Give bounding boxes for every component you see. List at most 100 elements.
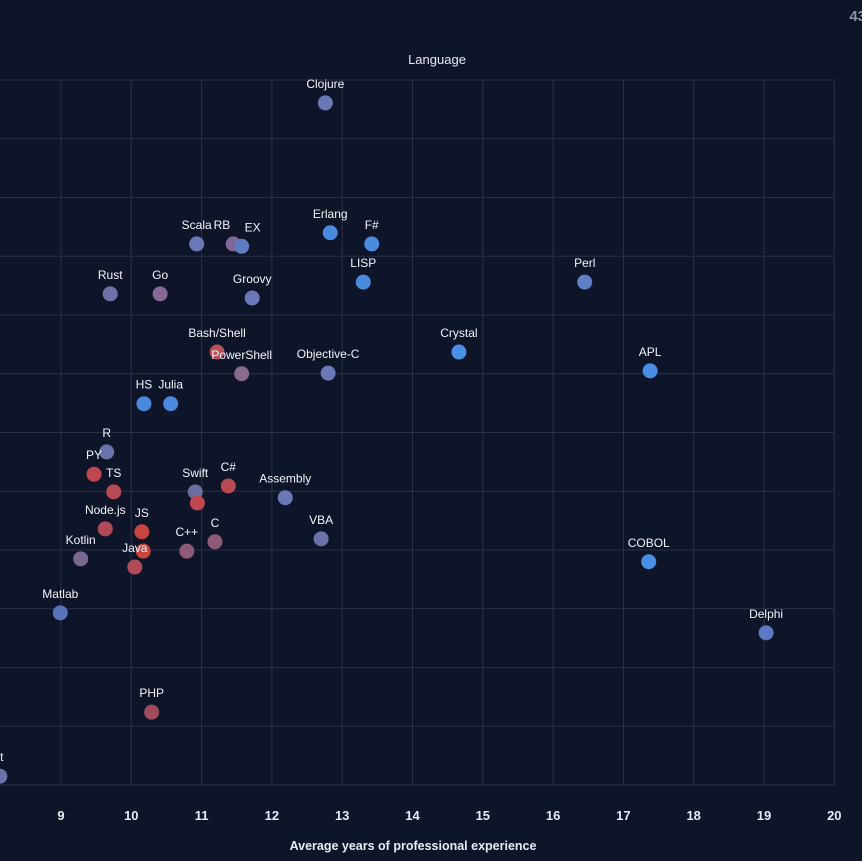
point-label: Assembly — [259, 472, 311, 486]
data-point[interactable]: rt — [0, 750, 8, 784]
data-point[interactable]: Go — [152, 268, 168, 302]
point-marker[interactable] — [106, 484, 122, 500]
data-point[interactable]: PHP — [139, 686, 164, 720]
data-point[interactable] — [135, 543, 151, 559]
data-point[interactable]: Erlang — [313, 207, 348, 241]
point-label: Java — [122, 541, 148, 555]
point-label: Rust — [98, 268, 123, 282]
point-label: RB — [214, 218, 231, 232]
point-marker[interactable] — [355, 274, 371, 290]
point-marker[interactable] — [189, 236, 205, 252]
data-point[interactable]: C++ — [175, 525, 198, 559]
x-tick-label: 16 — [546, 808, 560, 823]
point-marker[interactable] — [451, 344, 467, 360]
data-point[interactable]: Kotlin — [66, 533, 96, 567]
point-label: C — [211, 516, 220, 530]
data-point[interactable]: COBOL — [628, 536, 670, 570]
x-tick-label: 12 — [265, 808, 279, 823]
point-marker[interactable] — [127, 559, 143, 575]
data-point[interactable]: Clojure — [306, 77, 345, 111]
point-marker[interactable] — [209, 344, 225, 360]
point-label: C# — [221, 460, 237, 474]
data-point[interactable]: Delphi — [749, 607, 783, 641]
point-marker[interactable] — [758, 625, 774, 641]
data-point[interactable]: Assembly — [259, 472, 311, 506]
point-label: LISP — [350, 256, 376, 270]
data-point[interactable]: HS — [136, 378, 153, 412]
point-marker[interactable] — [364, 236, 380, 252]
point-marker[interactable] — [313, 531, 329, 547]
data-point[interactable]: Objective-C — [297, 347, 360, 381]
data-point[interactable]: C — [207, 516, 223, 550]
point-marker[interactable] — [234, 238, 250, 254]
point-label: C++ — [175, 525, 198, 539]
data-point[interactable]: Perl — [574, 256, 595, 290]
point-marker[interactable] — [322, 225, 338, 241]
x-axis-label: Average years of professional experience — [290, 839, 537, 853]
point-marker[interactable] — [642, 363, 658, 379]
x-tick-labels: 9 10 11 12 13 14 15 16 17 18 19 20 — [57, 808, 841, 823]
point-marker[interactable] — [102, 286, 118, 302]
x-tick-label: 9 — [57, 808, 64, 823]
point-label: Perl — [574, 256, 595, 270]
point-marker[interactable] — [317, 95, 333, 111]
data-point[interactable]: Matlab — [42, 587, 79, 621]
data-point[interactable]: Julia — [158, 378, 183, 412]
point-marker[interactable] — [163, 396, 179, 412]
point-marker[interactable] — [244, 290, 260, 306]
points: Clojure Scala RB EX Erlang F# Rust Go Groovy LISP… — [0, 77, 783, 784]
point-label: Objective-C — [297, 347, 360, 361]
x-tick-label: 19 — [757, 808, 771, 823]
data-point[interactable] — [189, 495, 205, 511]
data-point[interactable]: F# — [364, 218, 380, 252]
point-label: F# — [365, 218, 379, 232]
point-marker[interactable] — [320, 365, 336, 381]
data-point[interactable]: LISP — [350, 256, 376, 290]
point-marker[interactable] — [187, 484, 203, 500]
point-marker[interactable] — [179, 543, 195, 559]
point-marker[interactable] — [207, 534, 223, 550]
point-marker[interactable] — [86, 466, 102, 482]
point-marker[interactable] — [52, 605, 68, 621]
point-marker[interactable] — [0, 768, 8, 784]
point-marker[interactable] — [135, 543, 151, 559]
point-marker[interactable] — [152, 286, 168, 302]
data-point[interactable]: APL — [639, 345, 662, 379]
point-label: Julia — [158, 378, 183, 392]
data-point[interactable]: Bash/Shell — [188, 326, 246, 360]
data-point[interactable]: Scala — [182, 218, 212, 252]
point-marker[interactable] — [234, 366, 250, 382]
data-point[interactable]: Swift — [182, 466, 209, 500]
data-point[interactable]: Crystal — [440, 326, 478, 360]
point-marker[interactable] — [277, 490, 293, 506]
point-marker[interactable] — [641, 554, 657, 570]
point-marker[interactable] — [136, 396, 152, 412]
point-marker[interactable] — [73, 551, 89, 567]
point-marker[interactable] — [99, 444, 115, 460]
data-point[interactable]: R — [99, 426, 115, 460]
point-label: PHP — [139, 686, 164, 700]
data-point[interactable]: PY — [86, 448, 102, 482]
point-marker[interactable] — [97, 521, 113, 537]
data-point[interactable]: Groovy — [233, 272, 272, 306]
point-label: Groovy — [233, 272, 272, 286]
data-point[interactable]: C# — [221, 460, 237, 494]
point-marker[interactable] — [134, 524, 150, 540]
point-marker[interactable] — [144, 704, 160, 720]
point-marker[interactable] — [189, 495, 205, 511]
point-label: Scala — [182, 218, 212, 232]
data-point[interactable]: PowerShell — [211, 348, 272, 382]
data-point[interactable]: JS — [134, 506, 150, 540]
data-point[interactable]: Java — [122, 541, 148, 575]
x-tick-label: 17 — [616, 808, 630, 823]
data-point[interactable]: EX — [234, 220, 261, 254]
data-point[interactable]: TS — [106, 466, 121, 500]
data-point[interactable]: VBA — [309, 513, 333, 547]
point-marker[interactable] — [220, 478, 236, 494]
point-marker[interactable] — [577, 274, 593, 290]
corner-value: 43 — [849, 8, 862, 25]
data-point[interactable]: Rust — [98, 268, 123, 302]
data-point[interactable]: Node.js — [85, 503, 126, 537]
point-label: EX — [245, 220, 261, 234]
